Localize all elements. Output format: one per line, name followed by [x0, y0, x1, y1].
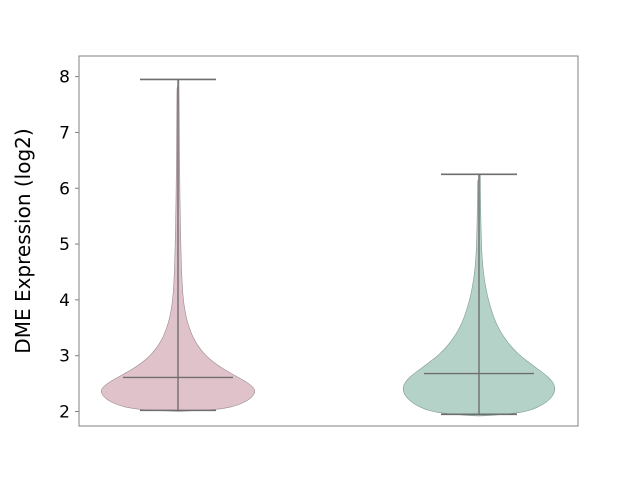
y-tick-label: 3 [59, 347, 70, 367]
y-tick-label: 7 [59, 123, 70, 143]
y-tick-label: 2 [59, 402, 70, 422]
axes-frame [78, 55, 579, 427]
violin-group-2[interactable] [402, 173, 556, 417]
y-axis-ticks: 2 3 4 5 6 7 8 [59, 68, 79, 422]
violin-group-1[interactable] [100, 78, 256, 412]
y-axis-title: DME Expression (log2) [11, 128, 35, 353]
y-tick-label: 8 [59, 68, 70, 88]
y-tick-label: 6 [59, 179, 70, 199]
y-tick-label: 5 [59, 235, 70, 255]
y-tick-label: 4 [59, 291, 70, 311]
violin-series-group [100, 78, 556, 417]
